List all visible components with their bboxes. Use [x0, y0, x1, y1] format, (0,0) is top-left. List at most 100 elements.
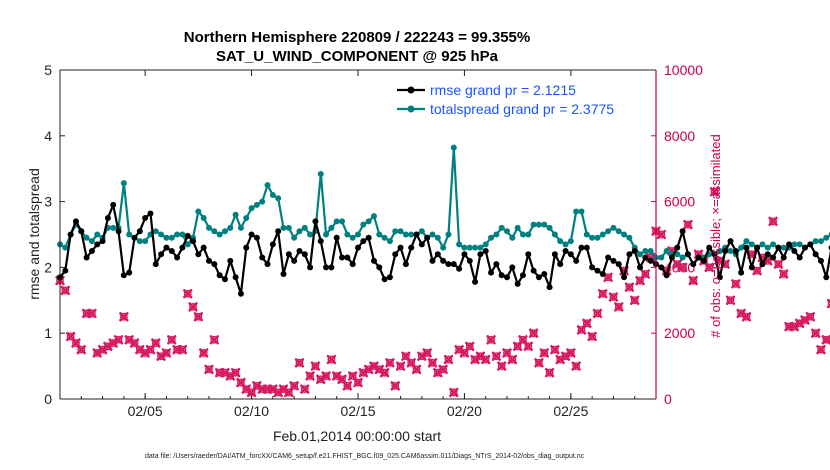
obs-assimilated-marker: [124, 335, 134, 345]
totalspread-point: [349, 234, 356, 241]
obs-assimilated-marker: [379, 367, 390, 378]
rmse-point: [285, 251, 292, 258]
obs-assimilated-marker: [736, 308, 746, 319]
totalspread-point: [307, 231, 314, 238]
rmse-point: [775, 244, 782, 251]
rmse-point: [780, 254, 787, 261]
obs-possible-marker: [311, 362, 320, 370]
obs-assimilated-marker: [87, 308, 97, 319]
rmse-point: [674, 244, 681, 251]
obs-possible-marker: [753, 266, 762, 275]
rmse-point: [626, 251, 633, 258]
rmse-point: [317, 238, 324, 245]
totalspread-point: [408, 231, 415, 238]
y-axis-label-right: # of obs: o=possible; ×=assimilated: [708, 134, 723, 337]
obs-assimilated-marker: [608, 292, 619, 302]
obs-possible-marker: [401, 352, 410, 361]
rmse-point: [706, 244, 713, 251]
rmse-point: [120, 272, 127, 279]
rmse-point: [802, 244, 808, 251]
rmse-point: [445, 261, 452, 268]
obs-assimilated-marker: [427, 358, 438, 368]
obs-assimilated-marker: [683, 219, 693, 230]
obs-possible-marker: [173, 345, 181, 354]
rmse-point: [424, 234, 431, 241]
rmse-point: [711, 251, 718, 258]
obs-possible-marker: [151, 339, 160, 347]
totalspread-point: [770, 241, 777, 248]
rmse-point: [392, 251, 399, 258]
obs-possible-marker: [769, 217, 777, 226]
rmse-point: [663, 272, 670, 279]
rmse-point: [493, 261, 500, 268]
totalspread-point: [642, 247, 649, 254]
rmse-point: [206, 257, 212, 264]
obs-assimilated-marker: [268, 384, 278, 394]
totalspread-point: [466, 244, 473, 251]
totalspread-point: [184, 241, 191, 248]
totalspread-point: [727, 247, 734, 254]
obs-assimilated-marker: [486, 335, 496, 345]
rmse-point: [754, 244, 761, 251]
totalspread-point: [142, 238, 149, 245]
obs-assimilated-marker: [156, 351, 166, 361]
obs-assimilated-marker: [289, 381, 299, 391]
plot-area: 012345020004000600080001000002/0502/1002…: [44, 62, 830, 419]
rmse-point: [764, 251, 771, 258]
obs-possible-marker: [614, 302, 623, 311]
obs-possible-marker: [535, 358, 543, 367]
obs-assimilated-marker: [656, 229, 667, 240]
rmse-point: [589, 264, 596, 271]
rmse-point: [264, 261, 271, 268]
totalspread-point: [514, 224, 521, 231]
rmse-point: [323, 264, 330, 271]
obs-assimilated-marker: [310, 361, 321, 371]
rmse-point: [567, 251, 574, 258]
rmse-point: [408, 244, 415, 251]
obs-possible-marker: [77, 345, 86, 354]
obs-assimilated-marker: [305, 371, 315, 381]
obs-possible-marker: [529, 329, 538, 338]
totalspread-point: [163, 234, 170, 241]
rmse-point: [817, 257, 824, 264]
obs-possible-marker: [641, 270, 650, 278]
rmse-point: [583, 244, 590, 251]
rmse-point: [642, 254, 649, 261]
rmse-point: [307, 264, 314, 271]
totalspread-point: [94, 231, 101, 238]
totalspread-point: [126, 231, 133, 238]
obs-assimilated-marker: [465, 341, 475, 352]
obs-possible-marker: [348, 372, 357, 380]
rmse-point: [259, 254, 266, 261]
obs-possible-marker: [545, 368, 554, 377]
totalspread-point: [179, 231, 186, 238]
rmse-point: [594, 267, 601, 274]
rmse-point: [450, 261, 457, 268]
obs-possible-marker: [577, 326, 586, 334]
rmse-point: [482, 247, 489, 254]
obs-possible-marker: [61, 286, 70, 295]
obs-possible-marker: [300, 385, 309, 394]
rmse-point: [190, 238, 197, 245]
totalspread-point: [599, 231, 606, 238]
obs-possible-marker: [487, 335, 495, 344]
obs-assimilated-marker: [449, 387, 459, 398]
obs-possible-marker: [609, 293, 618, 301]
totalspread-point: [573, 208, 580, 215]
obs-possible-marker: [354, 378, 362, 387]
rmse-point: [126, 269, 133, 276]
chart-title: Northern Hemisphere 220809 / 222243 = 99…: [184, 29, 530, 46]
totalspread-point: [237, 224, 244, 231]
totalspread-point: [610, 224, 617, 231]
totalspread-point: [504, 228, 510, 235]
rmse-point: [732, 247, 739, 254]
x-tick-label: 02/05: [128, 403, 163, 419]
rmse-point: [530, 267, 537, 274]
obs-assimilated-marker: [411, 364, 422, 375]
obs-assimilated-marker: [332, 371, 342, 381]
rmse-point: [386, 274, 393, 281]
rmse-point: [605, 254, 612, 261]
totalspread-point: [488, 234, 495, 241]
obs-assimilated-marker: [528, 328, 539, 338]
obs-possible-marker: [199, 349, 208, 357]
